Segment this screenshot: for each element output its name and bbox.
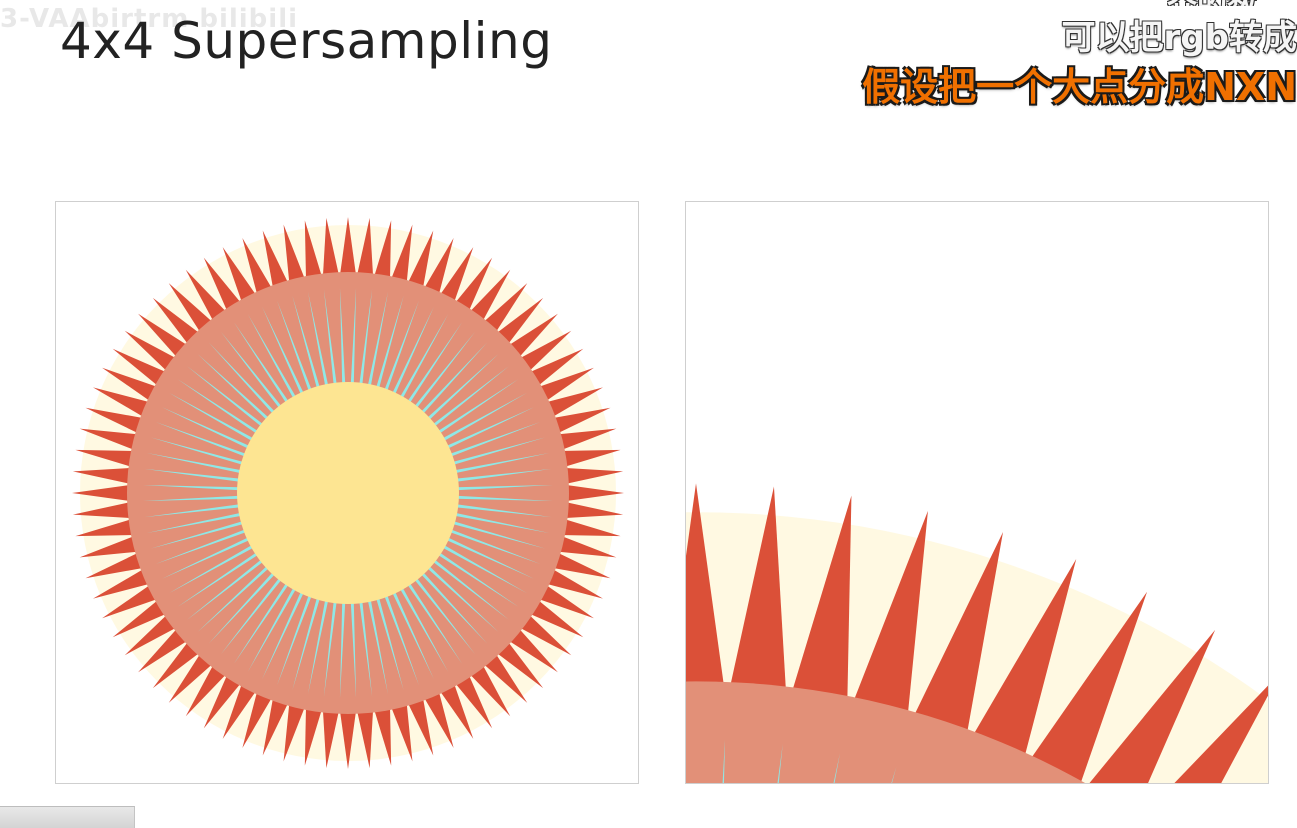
slide-title: 4x4 Supersampling <box>60 14 552 69</box>
subtitle-line-1: 可以把rgb转成 <box>1062 10 1297 59</box>
sunburst-core <box>237 382 459 604</box>
player-corner-bar <box>0 806 135 828</box>
sunburst-zoom-figure <box>686 202 1268 783</box>
sunburst-full-figure <box>56 202 638 783</box>
sunburst-group <box>72 217 624 769</box>
sunburst-zoom-panel <box>685 201 1269 784</box>
sunburst-full-panel <box>55 201 639 784</box>
subtitle-line-cut: 介的数 <box>1167 0 1297 6</box>
sunburst-group <box>686 483 1268 783</box>
subtitle-line-2: 假设把一个大点分成NXN <box>862 56 1297 111</box>
